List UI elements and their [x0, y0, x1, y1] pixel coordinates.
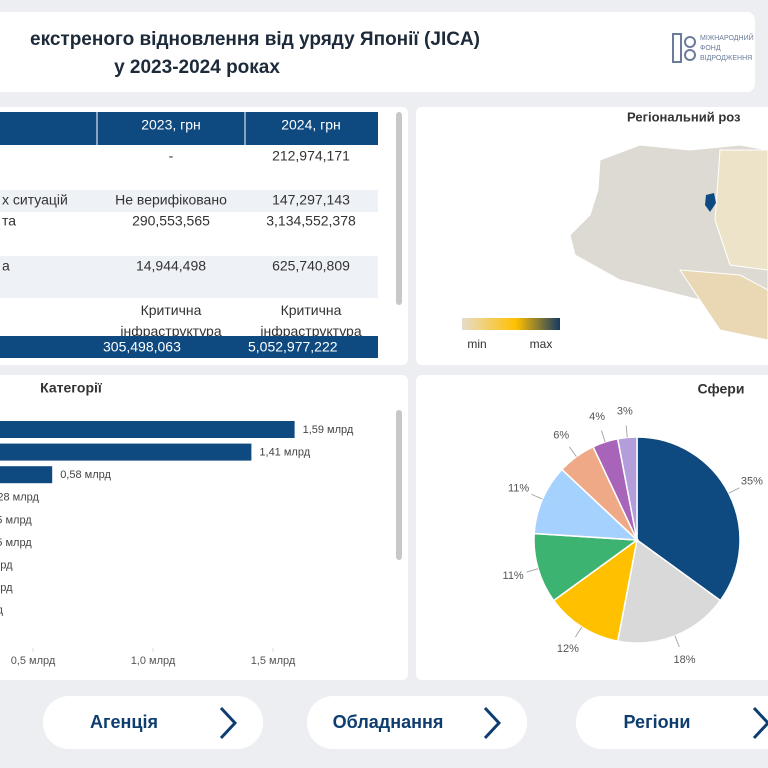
leader-line: [674, 635, 680, 648]
cell: а: [2, 258, 10, 274]
column-header: 2024, грн: [281, 117, 341, 133]
cell: 147,297,143: [272, 192, 350, 208]
chart-title: Сфери: [698, 381, 745, 397]
cell-line: Критична: [141, 302, 202, 318]
bar: [0, 421, 295, 438]
title: екстреного відновлення від уряду Японії …: [30, 29, 480, 50]
logo-text: ВІДРОДЖЕННЯ: [700, 55, 752, 62]
cell-line: Критична: [281, 302, 342, 318]
scrollbar[interactable]: [396, 112, 402, 305]
nav-button-label: Агенція: [90, 712, 158, 732]
logo-icon: [672, 33, 682, 63]
cell: 290,553,565: [132, 213, 210, 229]
cell: та: [2, 213, 16, 229]
logo-text: ФОНД: [700, 45, 721, 52]
data-label: 0,25 млрд: [0, 514, 32, 526]
data-label: 35%: [741, 475, 763, 487]
map-title: Регіональний роз: [627, 109, 741, 124]
leader-line: [728, 487, 740, 494]
cell: 212,974,171: [272, 148, 350, 164]
buttons: Агенція Обладнання Регіони: [43, 696, 768, 749]
data-label: 1,41 млрд: [259, 447, 310, 459]
leader-line: [600, 430, 606, 443]
pie-slice: [533, 468, 640, 541]
row-stripe: [0, 190, 378, 212]
data-label: 3%: [617, 405, 633, 417]
data-label: 4%: [589, 411, 605, 423]
data-label: 0,58 млрд: [60, 469, 111, 481]
legend-min: min: [467, 337, 486, 351]
map-region: [705, 193, 716, 212]
data-label: 0,17 млрд: [0, 560, 13, 572]
data-label: 11%: [503, 570, 524, 582]
cell: 3,134,552,378: [266, 213, 356, 229]
legend-max: max: [530, 337, 553, 351]
logo-text: МІЖНАРОДНИЙ: [700, 33, 754, 42]
data-label: 18%: [673, 654, 695, 666]
nav-button[interactable]: [307, 696, 527, 749]
total-row: [0, 336, 378, 358]
nav-button[interactable]: [576, 696, 768, 749]
leader-line: [574, 626, 583, 638]
cell: 14,944,498: [136, 258, 206, 274]
bar: [0, 466, 53, 484]
x-tick-label: 1,5 млрд: [251, 655, 296, 667]
nav-button-label: Обладнання: [333, 712, 444, 732]
total-cell: 5,052,977,222: [248, 339, 338, 355]
chevron: [483, 706, 502, 740]
cell-line: інфраструктура: [260, 323, 361, 339]
column-header: 2023, грн: [141, 117, 201, 133]
data-label: 0,13 млрд: [0, 605, 4, 617]
nav-button-label: Регіони: [624, 712, 691, 732]
legend-gradient: [462, 318, 560, 330]
nav-button[interactable]: [43, 696, 263, 749]
table-header: [0, 112, 378, 145]
total-cell: 305,498,063: [103, 339, 181, 355]
data-label: 0,17 млрд: [0, 582, 13, 594]
bar-panel: [0, 375, 408, 680]
table: 2023, грн 2024, грн: [0, 112, 402, 305]
data-label: 11%: [508, 483, 529, 495]
data-label: 12%: [557, 643, 579, 655]
cell: Критична інфраструктура: [120, 302, 221, 339]
map: Регіональний роз min max: [462, 109, 768, 351]
header-panel: [0, 12, 755, 92]
pie-slice: [636, 436, 741, 602]
chart-title: Категорії: [40, 380, 103, 396]
cell: Не верифіковано: [115, 192, 227, 208]
cell: Критична інфраструктура: [260, 302, 361, 339]
row-stripe: [0, 256, 378, 298]
table-panel: [0, 107, 408, 365]
map-region: [679, 269, 768, 341]
map-region: [714, 149, 768, 271]
data-label: 6%: [553, 430, 569, 442]
chevron: [752, 706, 768, 740]
x-tick-label: 1,0 млрд: [131, 655, 176, 667]
pie-slice: [533, 532, 640, 602]
data-label: 0,25 млрд: [0, 537, 32, 549]
bar: [0, 443, 252, 461]
logo-icon: [684, 49, 696, 61]
data-label: 0,28 млрд: [0, 492, 40, 504]
data-label: 1,59 млрд: [303, 424, 354, 436]
cell: -: [169, 148, 174, 164]
leader-line: [531, 493, 543, 500]
scrollbar[interactable]: [396, 410, 402, 560]
x-tick-label: 0,5 млрд: [11, 655, 56, 667]
cell-line: інфраструктура: [120, 323, 221, 339]
title: у 2023-2024 роках: [114, 57, 280, 78]
leader-line: [625, 425, 628, 438]
leader-line: [569, 446, 577, 457]
logo-icon: [684, 36, 696, 48]
cell: х ситуацій: [2, 192, 68, 208]
chevron: [219, 706, 238, 740]
leader-line: [526, 568, 539, 573]
cell: 625,740,809: [272, 258, 350, 274]
